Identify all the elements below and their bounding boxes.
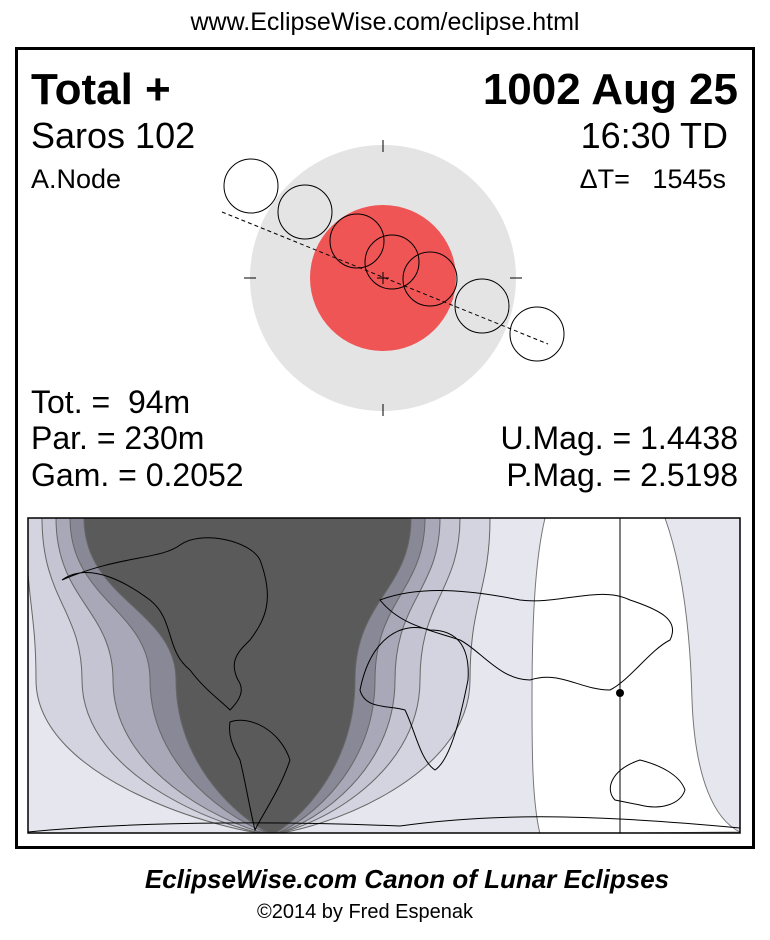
shadow-band-5 bbox=[83, 518, 412, 833]
totality-duration: Tot. = 94m bbox=[31, 384, 191, 420]
coastline bbox=[359, 627, 469, 771]
delta-t: ΔT= 1545s bbox=[579, 164, 726, 194]
coastline bbox=[61, 537, 268, 711]
moon-position bbox=[509, 306, 565, 362]
coastline bbox=[229, 719, 291, 832]
map-border bbox=[27, 517, 741, 834]
moon-position bbox=[364, 234, 420, 290]
copyright: ©2014 by Fred Espenak bbox=[257, 901, 473, 923]
coastline bbox=[28, 816, 740, 833]
moon-path-line bbox=[221, 211, 549, 345]
penumbral-magnitude: P.Mag. = 2.5198 bbox=[506, 457, 738, 493]
moon-position bbox=[277, 184, 333, 240]
eclipse-panel bbox=[15, 47, 755, 849]
moon-position bbox=[223, 158, 279, 214]
umbral-magnitude: U.Mag. = 1.4438 bbox=[500, 420, 738, 456]
eclipse-type: Total + bbox=[31, 65, 171, 114]
partial-duration: Par. = 230m bbox=[31, 420, 205, 456]
moon-position bbox=[329, 213, 385, 269]
moon-position bbox=[454, 278, 510, 334]
visibility-map bbox=[28, 518, 740, 833]
eclipse-time: 16:30 TD bbox=[580, 115, 728, 156]
coastline bbox=[379, 590, 673, 691]
gamma: Gam. = 0.2052 bbox=[31, 457, 244, 493]
url-header: www.EclipseWise.com/eclipse.html bbox=[190, 8, 580, 36]
coastline bbox=[609, 759, 686, 808]
greatest-eclipse-point bbox=[616, 689, 624, 697]
moon-position bbox=[402, 251, 458, 307]
node-label: A.Node bbox=[31, 164, 122, 194]
saros-number: Saros 102 bbox=[31, 115, 196, 156]
eclipse-date: 1002 Aug 25 bbox=[482, 65, 738, 114]
footer-title: EclipseWise.com Canon of Lunar Eclipses bbox=[144, 864, 670, 894]
